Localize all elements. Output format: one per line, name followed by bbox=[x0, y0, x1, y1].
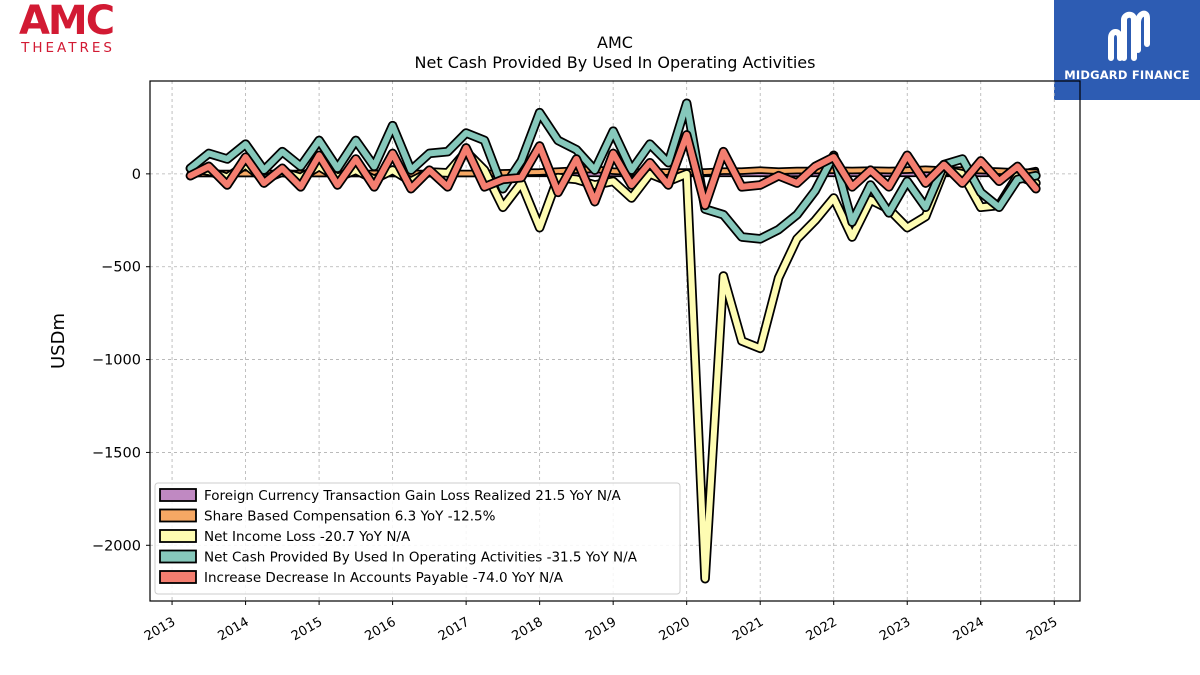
legend-swatch bbox=[159, 549, 197, 564]
series-line bbox=[187, 131, 1039, 209]
series-line bbox=[187, 100, 1039, 242]
legend-label: Increase Decrease In Accounts Payable -7… bbox=[204, 570, 564, 586]
legend: Foreign Currency Transaction Gain Loss R… bbox=[154, 482, 681, 595]
legend-swatch bbox=[159, 508, 197, 523]
x-tick-label: 2017 bbox=[436, 615, 472, 645]
chart-title: AMC bbox=[597, 33, 633, 52]
y-axis-label: USDm bbox=[48, 313, 69, 369]
x-tick-label: 2025 bbox=[1024, 615, 1060, 645]
y-tick-label: 0 bbox=[132, 167, 141, 183]
x-tick-label: 2014 bbox=[215, 615, 251, 645]
legend-label: Net Cash Provided By Used In Operating A… bbox=[204, 550, 638, 566]
series-3 bbox=[185, 98, 1041, 244]
legend-label: Share Based Compensation 6.3 YoY -12.5% bbox=[204, 509, 496, 525]
x-tick-label: 2016 bbox=[363, 615, 399, 645]
legend-swatch bbox=[159, 488, 197, 502]
series-lines bbox=[185, 98, 1041, 584]
x-tick-label: 2023 bbox=[877, 615, 913, 645]
amc-logo-text: AMC bbox=[19, 0, 113, 44]
plot-frame bbox=[149, 80, 1081, 602]
chart-subtitle: Net Cash Provided By Used In Operating A… bbox=[415, 53, 816, 72]
x-tick-label: 2022 bbox=[804, 615, 840, 645]
amc-logo-subtext: THEATRES bbox=[20, 40, 115, 56]
legend-swatch bbox=[159, 570, 197, 584]
legend-box bbox=[154, 482, 681, 595]
legend-label: Net Income Loss -20.7 YoY N/A bbox=[204, 529, 411, 545]
x-tick-label: 2019 bbox=[583, 615, 619, 645]
midgard-finance-logo: MIDGARD FINANCE bbox=[1054, 0, 1200, 100]
x-tick-label: 2024 bbox=[951, 615, 987, 645]
y-tick-label: −1000 bbox=[92, 353, 141, 369]
x-tick-label: 2018 bbox=[510, 615, 546, 645]
amc-theatres-logo: AMC THEATRES bbox=[0, 0, 140, 60]
legend-swatch bbox=[159, 529, 197, 543]
x-tick-label: 2020 bbox=[657, 615, 693, 645]
series-4 bbox=[185, 130, 1041, 211]
x-tick-label: 2021 bbox=[730, 615, 766, 645]
midgard-logo-text: MIDGARD FINANCE bbox=[1064, 68, 1190, 82]
midgard-emblem-icon bbox=[1108, 10, 1150, 61]
y-tick-label: −500 bbox=[101, 260, 141, 276]
x-tick-label: 2015 bbox=[289, 615, 325, 645]
y-tick-label: −2000 bbox=[92, 538, 141, 554]
x-tick-label: 2013 bbox=[142, 615, 178, 645]
y-tick-label: −1500 bbox=[92, 445, 141, 461]
legend-label: Foreign Currency Transaction Gain Loss R… bbox=[204, 488, 621, 504]
